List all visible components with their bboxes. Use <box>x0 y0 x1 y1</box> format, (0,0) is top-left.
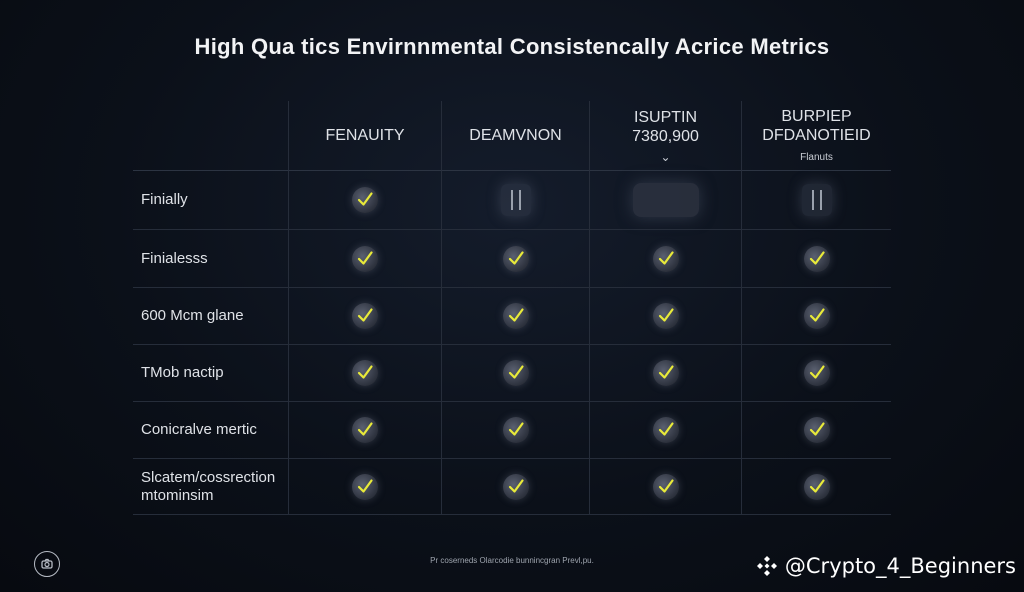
table-cell <box>441 402 589 459</box>
row-label: 600 Mcm glane <box>133 288 288 345</box>
check-icon <box>352 245 378 272</box>
watermark-text: @Crypto_4_Beginners <box>784 554 1016 578</box>
row-label: Slcatem/cossrection mtominsim <box>133 459 288 515</box>
check-icon <box>352 417 378 443</box>
table-cell <box>288 459 441 515</box>
table-cell <box>741 230 891 288</box>
column-header-label: DEAMVNON <box>469 127 562 144</box>
check-icon <box>502 473 529 500</box>
check-icon <box>803 360 830 386</box>
table-cell <box>589 459 741 515</box>
table-cell <box>589 345 741 402</box>
check-icon <box>652 473 679 500</box>
pause-icon <box>801 184 832 216</box>
pause-icon <box>500 184 531 216</box>
page-title: High Qua tics Envirnnmental Consistencal… <box>194 34 830 59</box>
check-icon <box>652 417 679 443</box>
camera-icon <box>41 558 53 569</box>
table-cell <box>288 171 441 230</box>
check-icon <box>652 245 679 272</box>
row-label-text: Conicralve mertic <box>141 421 257 439</box>
row-label-line: TMob nactip <box>141 364 224 381</box>
row-label-line: Finialesss <box>141 249 208 267</box>
check-icon <box>803 245 830 272</box>
column-header-label: 7380,900 <box>632 127 699 145</box>
table-cell <box>441 345 589 402</box>
table-cell <box>741 171 891 230</box>
check-icon <box>652 360 679 386</box>
row-label-text: TMob nactip <box>141 364 224 382</box>
table-cell <box>288 345 441 402</box>
row-label-line: Finially <box>141 191 188 208</box>
row-label-line: 600 Mcm glane <box>141 307 244 324</box>
check-icon <box>502 360 529 386</box>
column-header-sub: Flanuts <box>800 151 833 163</box>
metrics-table: FENAUITY DEAMVNON ISUPTIN 7380,900 ⌄ BURPIEP D… <box>133 101 891 515</box>
column-header-label: DFDANOTIEID <box>762 126 871 144</box>
table-cell <box>288 230 441 288</box>
chevron-down-icon[interactable]: ⌄ <box>660 149 671 164</box>
footnote: Pr coserneds Olarcodie bunnincgran Prevl… <box>430 556 594 565</box>
binance-logo-icon <box>756 556 777 576</box>
column-header: ISUPTIN 7380,900 ⌄ <box>589 101 741 171</box>
row-label: Finially <box>133 171 288 230</box>
row-label: Finialesss <box>133 230 288 288</box>
column-header-label: ISUPTIN <box>633 108 698 126</box>
empty-badge <box>632 183 699 217</box>
column-header: DEAMVNON <box>441 101 589 171</box>
table-cell <box>741 345 891 402</box>
row-label-text: Slcatem/cossrection mtominsim <box>141 469 275 505</box>
check-icon <box>352 303 378 329</box>
column-header: FENAUITY <box>288 101 441 171</box>
check-icon <box>502 303 529 329</box>
watermark: @Crypto_4_Beginners <box>755 554 1016 578</box>
column-header <box>133 101 288 171</box>
table-cell <box>288 402 441 459</box>
check-icon <box>352 360 378 386</box>
row-label: Conicralve mertic <box>133 402 288 459</box>
check-icon <box>352 187 378 213</box>
row-label-line: Conicralve mertic <box>141 421 257 438</box>
check-icon <box>803 417 830 443</box>
check-icon <box>502 245 529 272</box>
row-label-line: mtominsim <box>141 486 214 504</box>
check-icon <box>502 417 529 443</box>
table-cell <box>441 459 589 515</box>
table-cell <box>589 230 741 288</box>
table-cell <box>741 288 891 345</box>
column-header-label: FENAUITY <box>325 127 405 144</box>
row-label-text: Finialesss <box>141 250 208 268</box>
table-cell <box>441 288 589 345</box>
table-cell <box>441 230 589 288</box>
check-icon <box>803 473 830 500</box>
row-label-line: Slcatem/cossrection <box>141 468 276 486</box>
table-cell <box>741 402 891 459</box>
table-cell <box>288 288 441 345</box>
column-header: BURPIEP DFDANOTIEID Flanuts <box>741 101 891 171</box>
check-icon <box>652 303 679 329</box>
check-icon <box>352 473 378 500</box>
row-label-text: 600 Mcm glane <box>141 307 244 325</box>
table-cell <box>441 171 589 230</box>
row-label: TMob nactip <box>133 345 288 402</box>
camera-button[interactable] <box>34 551 60 577</box>
row-label-text: Finially <box>141 191 188 209</box>
table-cell <box>589 402 741 459</box>
table-cell <box>589 288 741 345</box>
column-header-label: BURPIEP <box>781 107 852 125</box>
table-cell <box>741 459 891 515</box>
table-cell <box>589 171 741 230</box>
check-icon <box>803 303 830 329</box>
